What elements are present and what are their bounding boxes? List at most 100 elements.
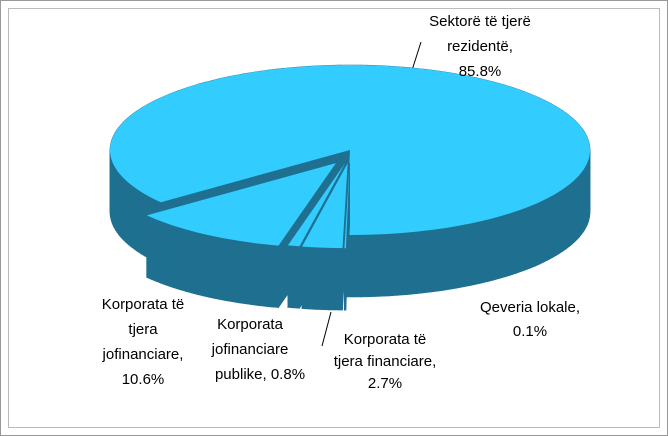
slice-top	[302, 163, 348, 249]
slice-side	[155, 218, 161, 284]
slice-side	[328, 247, 337, 311]
slice-side	[539, 199, 545, 265]
slice-side	[160, 220, 166, 286]
plot-frame	[8, 8, 660, 428]
slice-top	[344, 163, 350, 249]
slice-side	[559, 188, 564, 254]
slice-side	[565, 183, 570, 250]
slice-side	[568, 181, 573, 248]
slice-side	[321, 247, 330, 311]
slice-side	[416, 230, 425, 294]
slice-side	[493, 216, 501, 281]
slice-side	[543, 197, 549, 263]
slice-side	[535, 201, 541, 267]
slice-side	[146, 214, 152, 280]
slice-side	[344, 247, 347, 311]
slice-side	[410, 231, 418, 295]
slice-side	[430, 228, 439, 293]
slice-side	[301, 246, 310, 310]
slice-side	[510, 210, 517, 276]
slice-side	[130, 184, 135, 250]
slice-side	[220, 237, 227, 302]
slice-side	[202, 233, 209, 298]
slice-side	[226, 238, 233, 303]
slice-side	[487, 217, 495, 282]
slice-side	[443, 226, 452, 291]
slice-side	[423, 229, 432, 294]
slice-side	[504, 212, 512, 278]
slice-side	[437, 227, 445, 292]
pie-slice	[344, 163, 350, 311]
data-label: rezidentë,	[447, 38, 513, 55]
data-label: 10.6%	[122, 371, 165, 388]
data-label: 85.8%	[459, 63, 502, 80]
data-label: Korporata të	[344, 331, 427, 348]
slice-side	[463, 223, 471, 288]
slice-side	[381, 233, 390, 297]
slice-side	[374, 233, 383, 297]
slice-side	[308, 246, 316, 310]
slice-side	[208, 234, 215, 299]
pie-slice	[301, 162, 349, 311]
slice-side	[353, 234, 362, 298]
data-label: jofinanciare,	[102, 346, 184, 363]
slice-side	[287, 245, 295, 309]
slice-side	[457, 224, 465, 289]
slice-side	[190, 230, 198, 295]
slice-side	[122, 177, 126, 243]
slice-side	[469, 221, 477, 286]
data-label: publike, 0.8%	[215, 366, 305, 383]
slice-side	[185, 229, 192, 294]
slice-side	[499, 214, 506, 279]
slice-side	[140, 191, 145, 257]
slice-side	[196, 232, 203, 297]
slice-side	[293, 245, 300, 309]
slice-side	[562, 186, 567, 252]
slice-side	[571, 179, 576, 245]
slice-side	[520, 207, 527, 273]
slice-side	[335, 247, 343, 311]
slice-side	[258, 243, 266, 307]
data-label: Qeveria lokale,	[480, 299, 580, 316]
slice-top	[146, 163, 336, 246]
data-label: 2.7%	[368, 375, 402, 392]
slice-side	[120, 174, 124, 241]
slice-side	[525, 205, 532, 271]
slice-side	[475, 220, 483, 285]
data-label: 0.1%	[513, 323, 547, 340]
slice-top	[110, 65, 590, 235]
data-label: Korporata	[217, 316, 284, 333]
slice-side	[169, 224, 176, 289]
slice-side	[576, 174, 580, 241]
slice-side	[245, 241, 253, 306]
slice-side	[367, 234, 376, 298]
slice-side	[388, 233, 397, 297]
slice-side	[118, 172, 122, 239]
slice-side	[238, 240, 246, 305]
slice-side	[134, 186, 138, 253]
slice-side	[150, 216, 156, 282]
slice-side	[125, 179, 129, 246]
data-label: jofinanciare	[211, 341, 289, 358]
leader-line	[321, 311, 332, 347]
slice-side	[271, 244, 279, 308]
slice-side	[360, 234, 369, 298]
slice-side	[180, 227, 186, 292]
slice-side	[251, 242, 259, 306]
data-label: tjera	[128, 321, 158, 338]
slice-side	[164, 222, 171, 287]
slice-side	[315, 247, 323, 310]
slice-side	[481, 219, 489, 284]
slice-side	[395, 232, 404, 296]
slice-side	[128, 181, 132, 248]
slice-side	[264, 243, 273, 308]
slice-side	[551, 192, 557, 259]
slice-side	[515, 209, 522, 274]
slice-side	[530, 203, 536, 269]
slice-top	[287, 162, 346, 247]
slice-side	[450, 225, 458, 290]
slice-side	[214, 236, 221, 300]
data-label: Korporata të	[102, 296, 185, 313]
data-label: Sektorë të tjerë	[429, 13, 531, 30]
